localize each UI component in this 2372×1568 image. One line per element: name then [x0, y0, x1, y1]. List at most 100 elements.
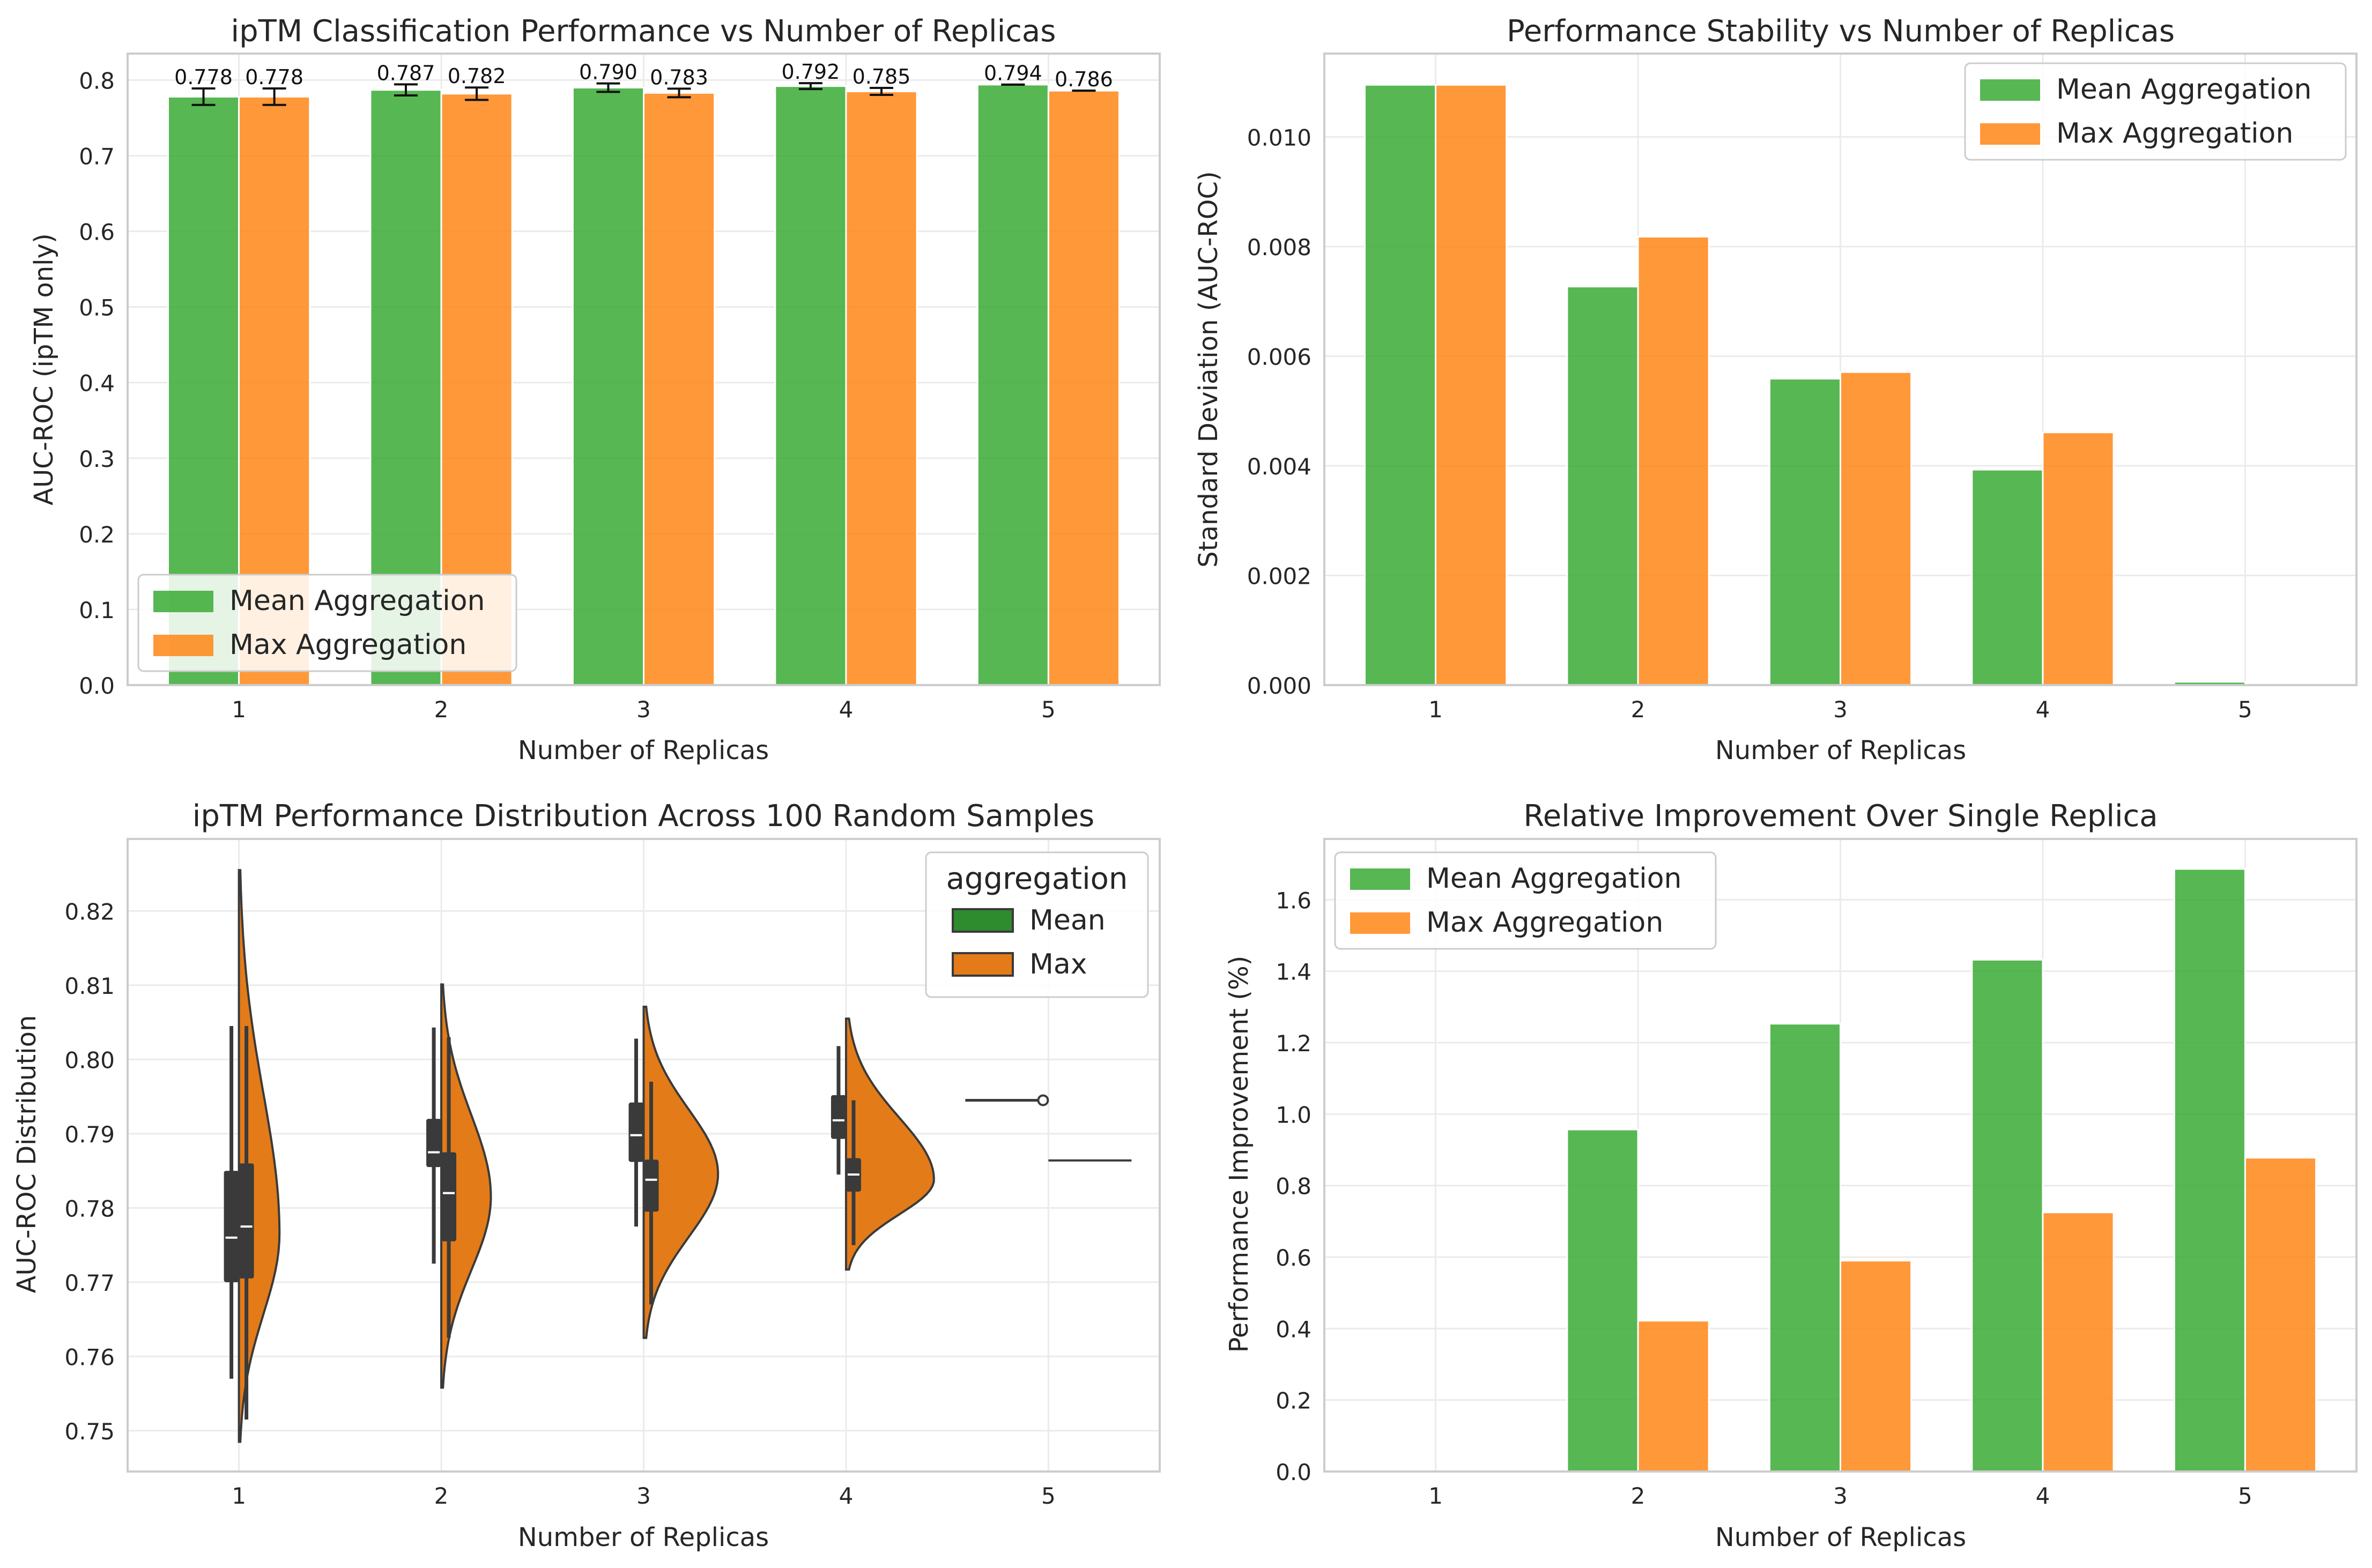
legend-label: Mean Aggregation	[2056, 73, 2312, 106]
y-tick-label: 0.76	[64, 1344, 115, 1370]
legend-label: Max Aggregation	[229, 629, 466, 661]
iqr-box-max-1	[239, 1163, 254, 1279]
y-tick-label: 0.2	[79, 522, 115, 548]
x-tick-label: 2	[434, 1483, 449, 1509]
violin-max-4	[844, 1017, 935, 1271]
y-tick-label: 0.000	[1247, 673, 1311, 699]
iqr-box-max-3	[643, 1160, 659, 1212]
x-axis-label: Number of Replicas	[518, 1522, 769, 1552]
legend-swatch-mean	[952, 908, 1014, 933]
y-tick-label: 0.004	[1247, 454, 1311, 480]
y-tick-label: 1.4	[1276, 959, 1311, 985]
legend: Mean Aggregation Max Aggregation	[137, 574, 517, 672]
legend-label: Mean	[1029, 904, 1106, 937]
data-label: 0.783	[650, 65, 708, 89]
legend-box	[1964, 62, 2347, 161]
y-axis-label: AUC-ROC (ipTM only)	[29, 233, 59, 506]
x-tick-label: 3	[1833, 696, 1848, 723]
x-tick-label: 4	[839, 1483, 854, 1509]
bar-mean-2	[1566, 1128, 1639, 1473]
plot-frame	[127, 53, 1161, 686]
data-label: 0.782	[448, 64, 506, 88]
x-tick-label: 3	[1833, 1483, 1848, 1509]
x-axis-label: Number of Replicas	[1715, 1522, 1966, 1552]
bar-max-4	[2042, 432, 2115, 686]
bar-max-3	[643, 92, 716, 686]
bar-max-4	[2042, 1212, 2115, 1473]
legend-swatch-max	[1980, 123, 2040, 145]
y-tick-label: 0.79	[64, 1121, 115, 1148]
x-tick-label: 5	[2238, 1483, 2252, 1509]
bar-mean-4	[1971, 958, 2044, 1473]
data-label: 0.786	[1055, 68, 1113, 91]
y-tick-label: 0.8	[79, 68, 115, 94]
bar-max-5	[1047, 90, 1121, 686]
x-tick-label: 5	[1041, 1483, 1056, 1509]
iqr-box-mean-3	[628, 1102, 644, 1162]
x-tick-label: 5	[1041, 696, 1056, 723]
bar-mean-1	[1363, 84, 1437, 686]
chart-title: Performance Stability vs Number of Repli…	[1507, 14, 2175, 49]
bar-max-2	[1637, 236, 1710, 686]
y-tick-label: 0.010	[1247, 124, 1311, 151]
y-tick-label: 0.002	[1247, 563, 1311, 589]
chart-performance: ipTM Classification Performance vs Numbe…	[29, 14, 1161, 766]
x-tick-label: 1	[232, 1483, 246, 1509]
bar-mean-5	[976, 84, 1049, 686]
legend-box	[137, 574, 517, 672]
x-axis-label: Number of Replicas	[1715, 735, 1966, 766]
y-tick-label: 1.2	[1276, 1030, 1311, 1057]
y-tick-label: 0.75	[64, 1418, 115, 1445]
violin-max-1	[238, 869, 281, 1443]
median-marker	[1037, 1094, 1049, 1106]
legend-swatch-mean	[1980, 79, 2040, 101]
x-tick-label: 1	[232, 696, 246, 723]
bar-mean-3	[1768, 1023, 1841, 1473]
bar-max-3	[1840, 1260, 1913, 1473]
y-axis-label: Performance Improvement (%)	[1224, 956, 1254, 1353]
y-tick-label: 0.78	[64, 1195, 115, 1222]
bar-mean-3	[572, 86, 645, 686]
y-tick-label: 0.82	[64, 898, 115, 925]
x-tick-label: 1	[1428, 696, 1443, 723]
bar-mean-4	[774, 85, 847, 686]
y-tick-label: 0.0	[79, 673, 115, 699]
iqr-box-mean-2	[426, 1119, 442, 1168]
bar-max-4	[845, 91, 918, 686]
y-tick-label: 0.4	[1276, 1316, 1311, 1342]
y-tick-label: 1.0	[1276, 1102, 1311, 1128]
legend-box	[1334, 851, 1717, 950]
x-tick-label: 4	[2036, 1483, 2050, 1509]
bar-max-2	[1637, 1320, 1710, 1473]
chart-title: Relative Improvement Over Single Replica	[1523, 799, 2158, 834]
data-label: 0.792	[781, 60, 840, 84]
y-tick-label: 0.8	[1276, 1173, 1311, 1200]
data-label: 0.778	[174, 65, 233, 89]
x-tick-label: 4	[2036, 696, 2050, 723]
violin-max-3	[642, 1006, 720, 1339]
y-tick-label: 1.6	[1276, 887, 1311, 913]
y-tick-label: 0.3	[79, 446, 115, 472]
legend-swatch-max	[952, 952, 1014, 977]
y-tick-label: 0.81	[64, 973, 115, 999]
iqr-box-mean-4	[831, 1095, 846, 1139]
bar-mean-4	[1971, 469, 2044, 686]
chart-stability: Performance Stability vs Number of Repli…	[1194, 14, 2358, 766]
legend-swatch-mean	[153, 591, 213, 612]
chart-distribution: ipTM Performance Distribution Across 100…	[12, 799, 1161, 1552]
chart-improvement: Relative Improvement Over Single Replica…	[1224, 799, 2358, 1552]
data-label: 0.794	[984, 62, 1042, 85]
legend-swatch-mean	[1350, 868, 1410, 890]
bar-mean-3	[1768, 377, 1841, 686]
x-tick-label: 3	[636, 1483, 651, 1509]
x-tick-label: 1	[1428, 1483, 1443, 1509]
bar-max-3	[1840, 371, 1913, 686]
y-tick-label: 0.7	[79, 143, 115, 169]
legend: aggregation Mean Max	[925, 851, 1149, 998]
iqr-box-max-2	[441, 1152, 457, 1242]
chart-title: ipTM Performance Distribution Across 100…	[192, 799, 1094, 834]
y-tick-label: 0.80	[64, 1047, 115, 1073]
y-tick-label: 0.6	[79, 219, 115, 246]
y-tick-label: 0.008	[1247, 234, 1311, 261]
